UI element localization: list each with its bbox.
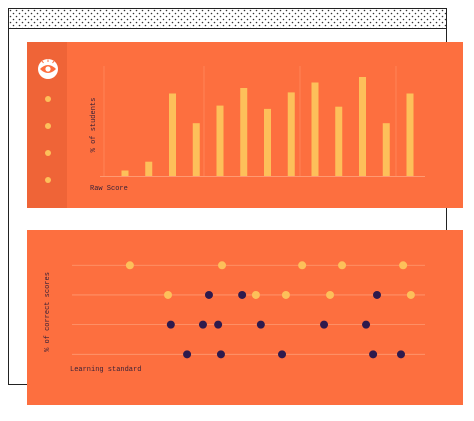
point bbox=[125, 261, 134, 270]
point bbox=[362, 320, 371, 329]
point bbox=[298, 261, 307, 270]
bar bbox=[192, 123, 200, 176]
point bbox=[251, 290, 260, 299]
bar bbox=[121, 170, 129, 176]
point bbox=[338, 261, 347, 270]
point bbox=[166, 320, 175, 329]
bar bbox=[145, 161, 153, 176]
point bbox=[281, 290, 290, 299]
point bbox=[204, 290, 213, 299]
x-axis-label: Raw Score bbox=[90, 185, 128, 193]
bar bbox=[287, 92, 295, 176]
point bbox=[198, 320, 207, 329]
nav-dot[interactable] bbox=[45, 96, 51, 102]
bar-grid bbox=[103, 66, 397, 176]
point bbox=[238, 290, 247, 299]
point bbox=[164, 290, 173, 299]
bottom-panel bbox=[27, 230, 463, 405]
bar bbox=[169, 93, 176, 176]
nav-dot[interactable] bbox=[45, 177, 51, 183]
bar bbox=[216, 105, 224, 176]
point bbox=[216, 350, 225, 359]
point bbox=[183, 350, 192, 359]
point bbox=[214, 320, 223, 329]
point bbox=[369, 350, 378, 359]
bar bbox=[406, 93, 414, 176]
point bbox=[406, 290, 415, 299]
bar bbox=[240, 88, 248, 176]
bar bbox=[335, 106, 343, 176]
point bbox=[399, 261, 408, 270]
y-axis-label: % of correct scores bbox=[44, 272, 52, 352]
nav-dot[interactable] bbox=[45, 150, 51, 156]
window-header bbox=[9, 9, 446, 28]
point bbox=[326, 290, 335, 299]
point bbox=[320, 320, 329, 329]
point bbox=[256, 320, 265, 329]
bar bbox=[311, 82, 319, 176]
nav-dot[interactable] bbox=[45, 123, 51, 129]
point bbox=[278, 350, 287, 359]
x-axis-label: Learning standard bbox=[70, 366, 141, 374]
bar bbox=[359, 77, 366, 176]
point bbox=[372, 290, 381, 299]
bar bbox=[382, 123, 390, 176]
point bbox=[396, 350, 405, 359]
point bbox=[218, 261, 227, 270]
y-axis-label: % of students bbox=[90, 98, 98, 153]
eye-icon bbox=[38, 59, 58, 79]
bar bbox=[264, 108, 271, 176]
